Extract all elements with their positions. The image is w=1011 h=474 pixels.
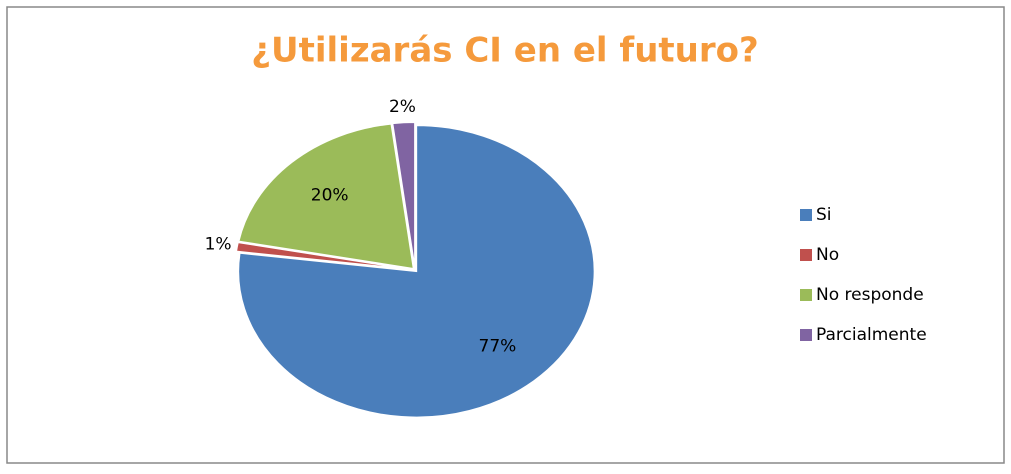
legend-swatch bbox=[800, 249, 812, 261]
legend-swatch bbox=[800, 329, 812, 341]
data-label: 2% bbox=[389, 97, 416, 117]
legend-label: Si bbox=[816, 205, 832, 225]
pie-slice bbox=[237, 124, 596, 419]
legend-swatch bbox=[800, 209, 812, 221]
pie-slice bbox=[391, 121, 416, 269]
legend-label: Parcialmente bbox=[816, 325, 927, 345]
pie-slice bbox=[235, 241, 414, 271]
legend-label: No bbox=[816, 245, 839, 265]
chart-title: ¿Utilizarás CI en el futuro? bbox=[251, 31, 758, 71]
data-label: 77% bbox=[479, 337, 517, 357]
legend-swatch bbox=[800, 289, 812, 301]
data-label: 1% bbox=[205, 234, 232, 254]
data-label: 20% bbox=[311, 185, 349, 205]
pie-slice bbox=[237, 123, 415, 270]
legend-label: No responde bbox=[816, 285, 924, 305]
